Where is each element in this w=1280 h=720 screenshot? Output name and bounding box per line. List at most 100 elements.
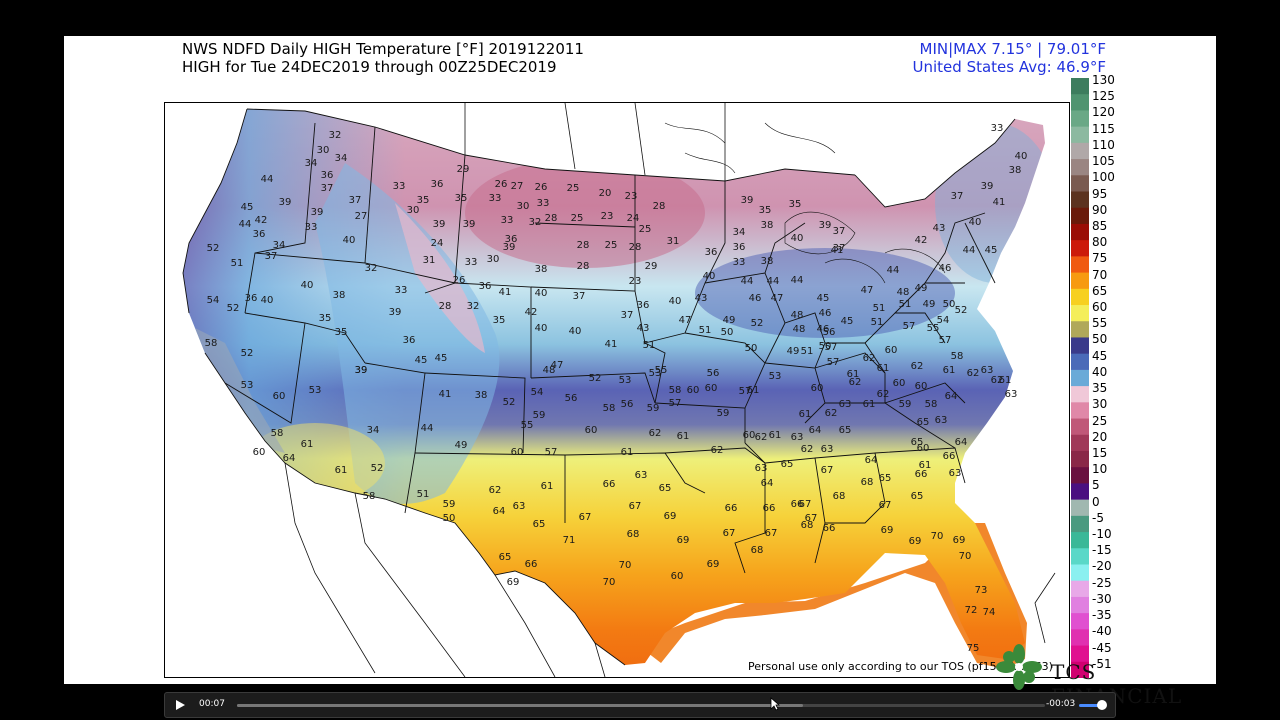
temperature-label: 67 bbox=[579, 512, 592, 523]
temperature-label: 36 bbox=[245, 293, 258, 304]
temperature-label: 39 bbox=[355, 365, 368, 376]
temperature-label: 35 bbox=[335, 327, 348, 338]
temperature-label: 36 bbox=[253, 229, 266, 240]
temperature-label: 67 bbox=[765, 528, 778, 539]
temperature-label: 67 bbox=[799, 499, 812, 510]
volume-knob[interactable] bbox=[1097, 700, 1107, 710]
temperature-label: 33 bbox=[501, 215, 514, 226]
temperature-label: 52 bbox=[241, 348, 254, 359]
colorbar-tick-label: -10 bbox=[1092, 527, 1112, 542]
temperature-label: 61 bbox=[301, 439, 314, 450]
colorbar-cell bbox=[1071, 402, 1089, 420]
temperature-label: 33 bbox=[537, 198, 550, 209]
temperature-label: 46 bbox=[819, 308, 832, 319]
temperature-label: 68 bbox=[627, 529, 640, 540]
temperature-label: 69 bbox=[507, 577, 520, 588]
colorbar-tick-label: -51 bbox=[1092, 656, 1112, 671]
video-frame[interactable]: NWS NDFD Daily HIGH Temperature [°F] 201… bbox=[64, 36, 1216, 708]
temperature-label: 62 bbox=[755, 432, 768, 443]
temperature-label: 44 bbox=[887, 265, 900, 276]
temperature-label: 59 bbox=[647, 403, 660, 414]
temperature-label: 26 bbox=[495, 179, 508, 190]
colorbar-tick-label: -30 bbox=[1092, 591, 1112, 606]
temperature-label: 62 bbox=[489, 485, 502, 496]
temperature-label: 28 bbox=[577, 261, 590, 272]
seek-bar[interactable] bbox=[237, 704, 1045, 707]
temperature-label: 40 bbox=[1015, 151, 1028, 162]
temperature-label: 46 bbox=[817, 324, 830, 335]
temperature-label: 39 bbox=[279, 197, 292, 208]
temperature-label: 69 bbox=[677, 535, 690, 546]
temperature-label: 36 bbox=[505, 234, 518, 245]
temperature-label: 41 bbox=[439, 389, 452, 400]
country-outlines bbox=[284, 103, 1056, 677]
temperature-label: 66 bbox=[823, 523, 836, 534]
current-time: 00:07 bbox=[199, 699, 225, 709]
temperature-label: 62 bbox=[711, 445, 724, 456]
play-icon[interactable] bbox=[173, 698, 187, 712]
tos-notice: Personal use only according to our TOS (… bbox=[748, 660, 1053, 673]
temperature-label: 36 bbox=[479, 281, 492, 292]
temperature-label: 51 bbox=[231, 258, 244, 269]
temperature-label: 42 bbox=[525, 307, 538, 318]
temperature-label: 60 bbox=[885, 345, 898, 356]
colorbar-tick-label: -25 bbox=[1092, 575, 1112, 590]
us-average-readout: United States Avg: 46.9°F bbox=[912, 58, 1106, 76]
temperature-label: 43 bbox=[637, 323, 650, 334]
temperature-label: 65 bbox=[659, 483, 672, 494]
temperature-label: 37 bbox=[951, 191, 964, 202]
temperature-label: 40 bbox=[301, 280, 314, 291]
temperature-label: 26 bbox=[535, 182, 548, 193]
colorbar-cell bbox=[1071, 175, 1089, 193]
temperature-label: 60 bbox=[743, 430, 756, 441]
temperature-label: 65 bbox=[781, 459, 794, 470]
temperature-label: 61 bbox=[799, 409, 812, 420]
colorbar-tick-label: 65 bbox=[1092, 283, 1108, 298]
temperature-label: 48 bbox=[897, 287, 910, 298]
temperature-label: 57 bbox=[903, 321, 916, 332]
temperature-label: 32 bbox=[529, 217, 542, 228]
colorbar-tick-label: 30 bbox=[1092, 397, 1108, 412]
temperature-label: 67 bbox=[629, 501, 642, 512]
temperature-label: 40 bbox=[535, 288, 548, 299]
temperature-label: 61 bbox=[335, 465, 348, 476]
temperature-label: 33 bbox=[393, 181, 406, 192]
temperature-label: 53 bbox=[619, 375, 632, 386]
colorbar-tick-label: 60 bbox=[1092, 300, 1108, 315]
colorbar-tick-label: -15 bbox=[1092, 543, 1112, 558]
temperature-label: 69 bbox=[707, 559, 720, 570]
temperature-label: 67 bbox=[821, 465, 834, 476]
temperature-label: 65 bbox=[911, 491, 924, 502]
temperature-label: 36 bbox=[637, 300, 650, 311]
temperature-label: 63 bbox=[839, 399, 852, 410]
colorbar-tick-label: -40 bbox=[1092, 624, 1112, 639]
temperature-label: 66 bbox=[943, 451, 956, 462]
state-boundaries bbox=[182, 108, 1016, 666]
temperature-label: 60 bbox=[893, 378, 906, 389]
temperature-label: 28 bbox=[545, 213, 558, 224]
colorbar-tick-label: 40 bbox=[1092, 364, 1108, 379]
temperature-label: 45 bbox=[817, 293, 830, 304]
temperature-label: 36 bbox=[403, 335, 416, 346]
temperature-label: 64 bbox=[493, 506, 506, 517]
colorbar-cell bbox=[1071, 515, 1089, 533]
temperature-label: 29 bbox=[645, 261, 658, 272]
temperature-label: 58 bbox=[603, 403, 616, 414]
temperature-label: 61 bbox=[747, 385, 760, 396]
colorbar-tick-label: 5 bbox=[1092, 478, 1100, 493]
temperature-label: 50 bbox=[745, 343, 758, 354]
volume-slider[interactable] bbox=[1079, 704, 1101, 707]
colorbar-cell bbox=[1071, 207, 1089, 225]
temperature-label: 58 bbox=[205, 338, 218, 349]
colorbar-cell bbox=[1071, 596, 1089, 614]
temperature-label: 61 bbox=[621, 447, 634, 458]
temperature-label: 38 bbox=[761, 220, 774, 231]
temperature-label: 26 bbox=[453, 275, 466, 286]
temperature-label: 65 bbox=[533, 519, 546, 530]
colorbar-cell bbox=[1071, 159, 1089, 176]
colorbar-tick-label: 70 bbox=[1092, 267, 1108, 282]
temperature-label: 30 bbox=[317, 145, 330, 156]
temperature-label: 57 bbox=[939, 335, 952, 346]
temperature-label: 53 bbox=[649, 368, 662, 379]
temperature-label: 70 bbox=[931, 531, 944, 542]
